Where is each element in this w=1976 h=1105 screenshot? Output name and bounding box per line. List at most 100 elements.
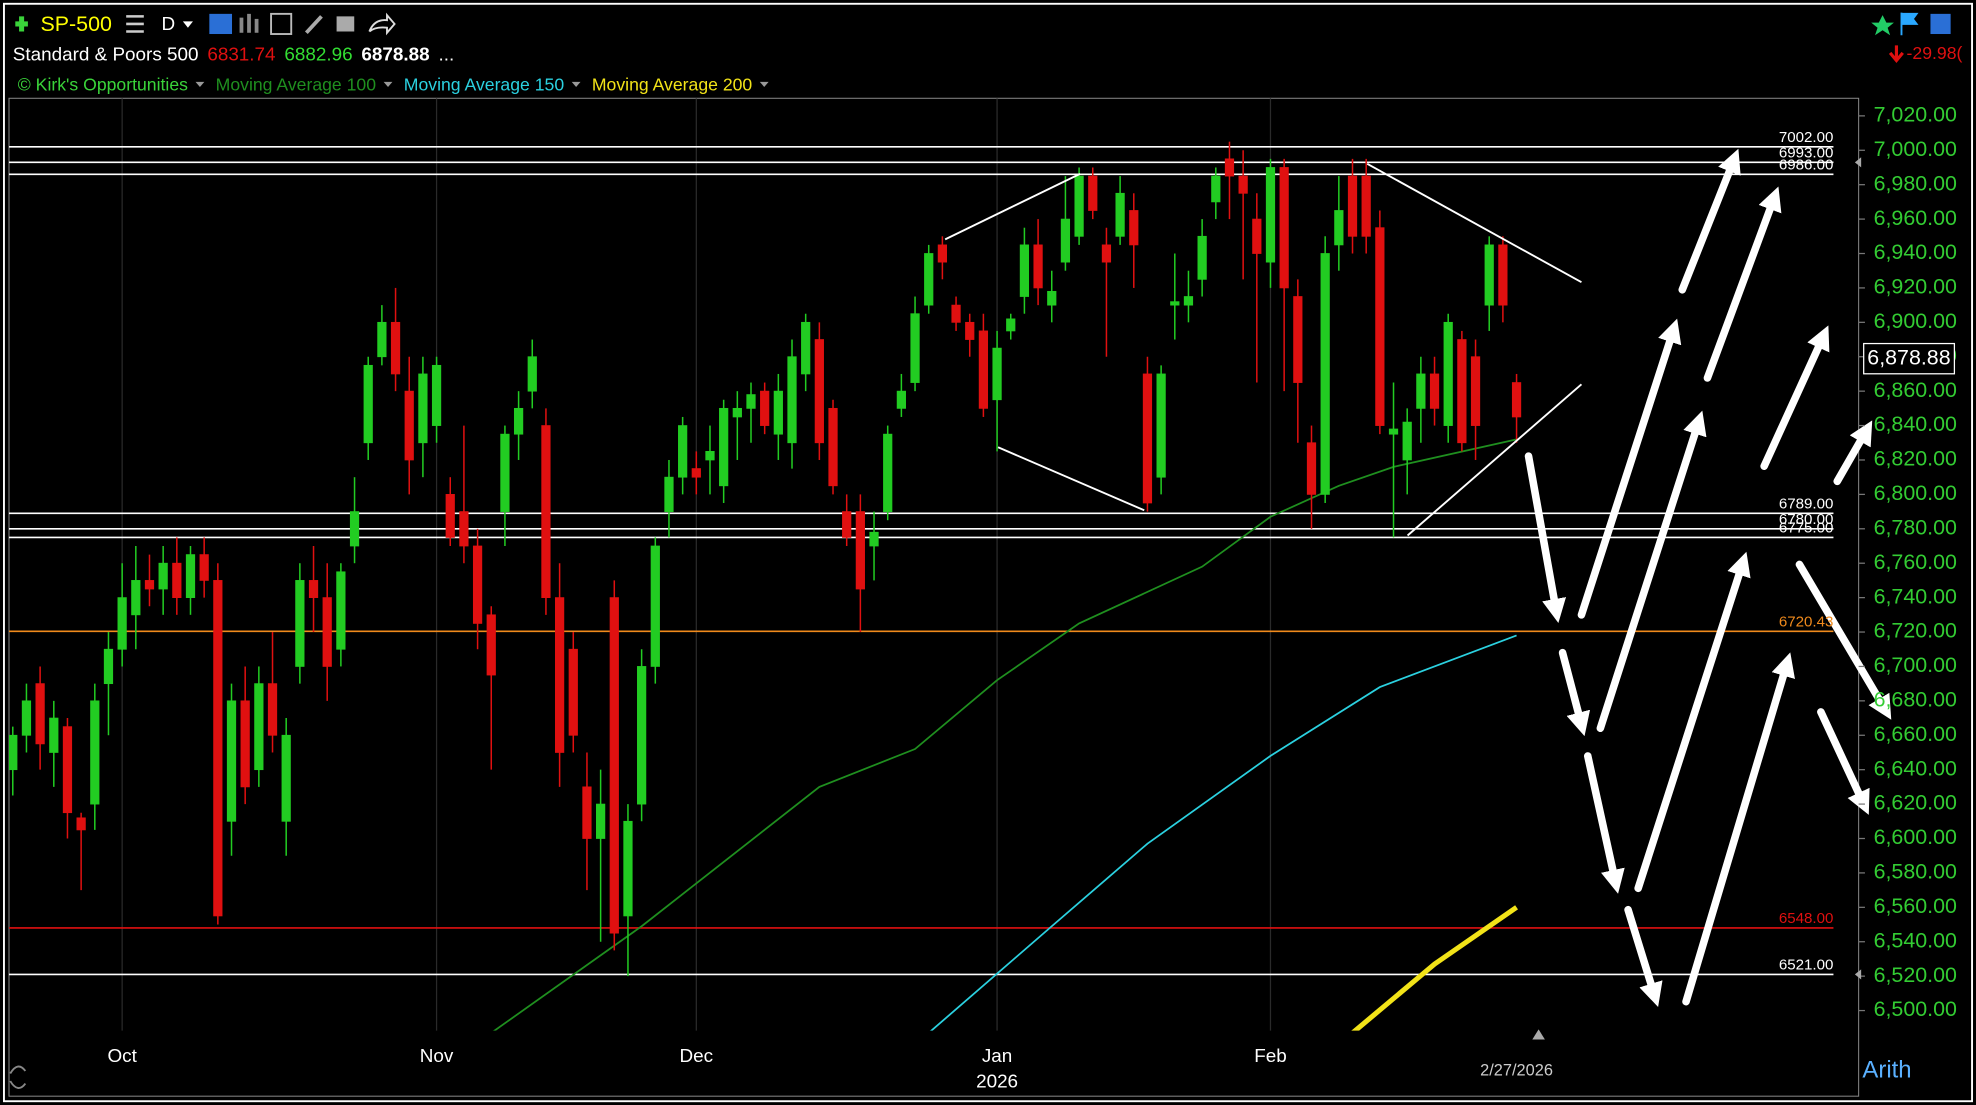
bars-icon[interactable] bbox=[254, 18, 259, 33]
y-tick-label: 6,520.00 bbox=[1874, 963, 1957, 987]
moving-average-line bbox=[929, 634, 1517, 1031]
candle-body bbox=[377, 321, 387, 358]
y-tick-label: 6,820.00 bbox=[1874, 447, 1957, 471]
candle-body bbox=[1279, 167, 1289, 289]
arrow bbox=[1634, 551, 1751, 893]
candle-body bbox=[1375, 227, 1385, 426]
instrument-name: Standard & Poors 500 bbox=[13, 44, 199, 65]
candle-body bbox=[1238, 175, 1248, 194]
candle-body bbox=[855, 511, 865, 590]
candle-body bbox=[8, 734, 18, 771]
forecast-arrows bbox=[1524, 148, 1892, 1007]
candle-body bbox=[349, 511, 360, 547]
candle-body bbox=[691, 468, 701, 478]
legend-dropdown[interactable] bbox=[571, 81, 581, 87]
candle-body bbox=[213, 580, 223, 917]
candle-body bbox=[1498, 244, 1508, 306]
candle-body bbox=[1252, 218, 1262, 254]
last-price-box bbox=[1863, 342, 1956, 375]
y-tick-label: 6,660.00 bbox=[1874, 722, 1957, 746]
candle-body bbox=[62, 726, 73, 814]
y-tick-label: 6,800.00 bbox=[1874, 481, 1957, 505]
candle-body bbox=[1101, 244, 1112, 263]
candle-body bbox=[1334, 210, 1344, 246]
draw-icon[interactable] bbox=[304, 15, 323, 35]
year-label: 2026 bbox=[976, 1071, 1018, 1092]
moving-average-line bbox=[492, 438, 1517, 1031]
candle-body bbox=[732, 407, 742, 418]
candle-body bbox=[869, 531, 879, 547]
table-icon[interactable] bbox=[270, 12, 293, 35]
trend-line bbox=[1366, 162, 1582, 284]
candle-body bbox=[896, 390, 906, 409]
symbol[interactable]: SP-500 bbox=[40, 12, 111, 36]
y-tick-label: 6,640.00 bbox=[1874, 756, 1957, 780]
legend-dropdown[interactable] bbox=[759, 81, 769, 87]
x-tick-label: Jan bbox=[982, 1046, 1012, 1067]
legend-entry[interactable]: Moving Average 100 bbox=[216, 74, 377, 94]
trend-line bbox=[997, 446, 1145, 512]
interval[interactable]: D bbox=[161, 14, 175, 35]
bars-icon[interactable] bbox=[239, 17, 244, 33]
x-tick-label: Oct bbox=[107, 1046, 137, 1067]
y-tick-label: 6,620.00 bbox=[1874, 791, 1957, 815]
arrow bbox=[1833, 420, 1873, 486]
copy-icon[interactable] bbox=[336, 16, 355, 32]
bars-icon[interactable] bbox=[247, 13, 251, 33]
add-icon[interactable] bbox=[15, 16, 28, 32]
y-tick-label: 6,540.00 bbox=[1874, 928, 1957, 952]
candle-body bbox=[1088, 175, 1098, 211]
candle-body bbox=[1470, 356, 1481, 426]
candle-body bbox=[1033, 244, 1043, 289]
candle-body bbox=[1170, 301, 1180, 306]
candle-body bbox=[363, 364, 373, 444]
candle-body bbox=[842, 511, 852, 538]
scale-mode[interactable]: Arith bbox=[1862, 1056, 1911, 1083]
candle-body bbox=[937, 244, 948, 263]
candle-body bbox=[883, 433, 893, 512]
candle-body bbox=[664, 476, 674, 512]
legend-entry[interactable]: Moving Average 200 bbox=[592, 74, 753, 94]
legend-entry[interactable]: © Kirk's Opportunities bbox=[18, 74, 188, 94]
share-icon[interactable] bbox=[368, 12, 396, 36]
arrow bbox=[1558, 648, 1591, 737]
text-tool[interactable] bbox=[209, 13, 233, 35]
quote-low: 6831.74 bbox=[207, 44, 275, 65]
toolbar[interactable]: SP-500 D bbox=[15, 12, 1951, 36]
last-price-label: 6,878.88 bbox=[1867, 345, 1950, 369]
candle-body bbox=[336, 571, 346, 650]
candle-body bbox=[199, 554, 209, 581]
candle-body bbox=[267, 683, 278, 736]
level-label: 7002.00 bbox=[1779, 129, 1834, 146]
y-tick-label: 7,000.00 bbox=[1874, 137, 1957, 161]
list-icon[interactable] bbox=[126, 15, 144, 33]
candle-body bbox=[527, 356, 537, 392]
x-tick-label: Dec bbox=[680, 1046, 714, 1067]
y-tick-label: 6,560.00 bbox=[1874, 894, 1957, 918]
y-tick-label: 6,720.00 bbox=[1874, 619, 1957, 643]
interval-dropdown[interactable] bbox=[182, 21, 193, 28]
legend-dropdown[interactable] bbox=[195, 81, 205, 87]
scroll-icon[interactable] bbox=[9, 1065, 27, 1089]
flag-icon[interactable] bbox=[1900, 12, 1919, 36]
candle-body bbox=[1443, 321, 1453, 426]
candle-body bbox=[705, 450, 715, 461]
candle-body bbox=[322, 597, 332, 667]
candle-body bbox=[418, 373, 428, 444]
candle-body bbox=[1047, 290, 1057, 306]
candle-body bbox=[1265, 167, 1276, 263]
frame bbox=[3, 2, 1973, 1103]
y-tick-label: 6,740.00 bbox=[1874, 584, 1957, 608]
y-tick-label: 6,760.00 bbox=[1874, 550, 1957, 574]
quote-high: 6882.96 bbox=[284, 44, 352, 65]
level-label: 6993.00 bbox=[1779, 144, 1834, 161]
candle-body bbox=[404, 390, 414, 461]
legend-dropdown[interactable] bbox=[383, 81, 393, 87]
level-label: 6720.43 bbox=[1779, 613, 1834, 630]
legend-entry[interactable]: Moving Average 150 bbox=[404, 74, 565, 94]
star-icon[interactable] bbox=[1871, 15, 1894, 36]
y-tick-label: 6,960.00 bbox=[1874, 206, 1957, 230]
s-icon[interactable] bbox=[1930, 13, 1951, 35]
candle-body bbox=[1361, 175, 1371, 237]
y-tick-label: 6,920.00 bbox=[1874, 275, 1957, 299]
